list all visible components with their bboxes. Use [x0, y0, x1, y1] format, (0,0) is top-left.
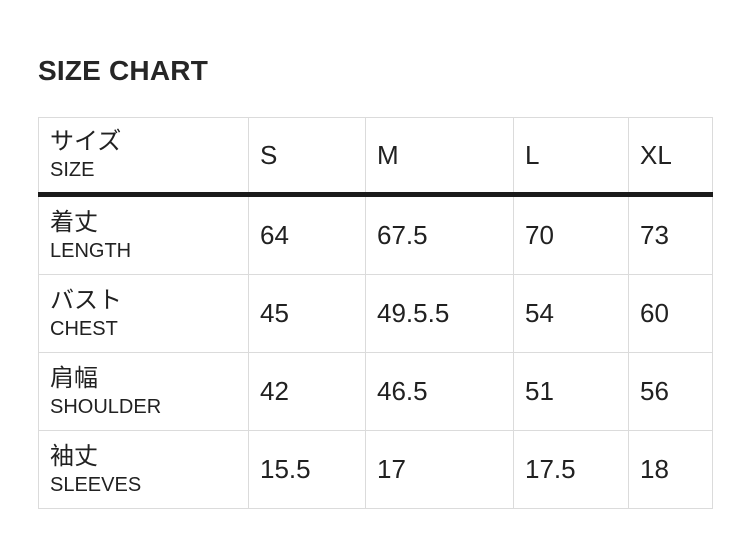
table-row-chest: バスト CHEST 45 49.5.5 54 60	[38, 274, 713, 353]
row-label-chest-en: CHEST	[50, 317, 118, 340]
row-label-length-ja: 着丈	[50, 208, 98, 236]
cell-chest-s: 45	[248, 274, 366, 353]
cell-chest-l: 54	[513, 274, 629, 353]
row-label-sleeves-en: SLEEVES	[50, 473, 142, 496]
cell-length-m: 67.5	[365, 194, 514, 275]
header-cell-s: S	[248, 117, 366, 197]
cell-shoulder-xl: 56	[628, 352, 713, 431]
row-label-shoulder: 肩幅 SHOULDER	[38, 352, 249, 431]
table-row-shoulder: 肩幅 SHOULDER 42 46.5 51 56	[38, 352, 713, 431]
row-label-sleeves: 袖丈 SLEEVES	[38, 430, 249, 509]
row-label-chest-ja: バスト	[50, 286, 122, 314]
row-label-length-en: LENGTH	[50, 239, 132, 262]
cell-shoulder-l: 51	[513, 352, 629, 431]
row-label-shoulder-en: SHOULDER	[50, 395, 162, 418]
row-label-shoulder-ja: 肩幅	[50, 364, 98, 392]
cell-shoulder-s: 42	[248, 352, 366, 431]
header-cell-l: L	[513, 117, 629, 197]
cell-length-xl: 73	[628, 194, 713, 275]
row-label-chest: バスト CHEST	[38, 274, 249, 353]
header-cell-xl: XL	[628, 117, 713, 197]
cell-sleeves-s: 15.5	[248, 430, 366, 509]
header-size-label-ja: サイズ	[50, 128, 122, 155]
table-row-sleeves: 袖丈 SLEEVES 15.5 17 17.5 18	[38, 430, 713, 509]
header-size-label-en: SIZE	[50, 159, 95, 181]
cell-sleeves-m: 17	[365, 430, 514, 509]
table-row-length: 着丈 LENGTH 64 67.5 70 73	[38, 194, 713, 275]
cell-shoulder-m: 46.5	[365, 352, 514, 431]
header-cell-m: M	[365, 117, 514, 197]
table-header-row: サイズ SIZE S M L XL	[38, 117, 713, 197]
cell-length-s: 64	[248, 194, 366, 275]
row-label-length: 着丈 LENGTH	[38, 194, 249, 275]
page-title: SIZE CHART	[38, 55, 208, 86]
row-label-sleeves-ja: 袖丈	[50, 442, 98, 470]
cell-sleeves-l: 17.5	[513, 430, 629, 509]
cell-sleeves-xl: 18	[628, 430, 713, 509]
cell-chest-xl: 60	[628, 274, 713, 353]
cell-chest-m: 49.5.5	[365, 274, 514, 353]
header-cell-size: サイズ SIZE	[38, 117, 249, 197]
cell-length-l: 70	[513, 194, 629, 275]
size-chart-table: サイズ SIZE S M L XL 着丈 LENGTH 64 67.5 70 7…	[38, 117, 713, 509]
